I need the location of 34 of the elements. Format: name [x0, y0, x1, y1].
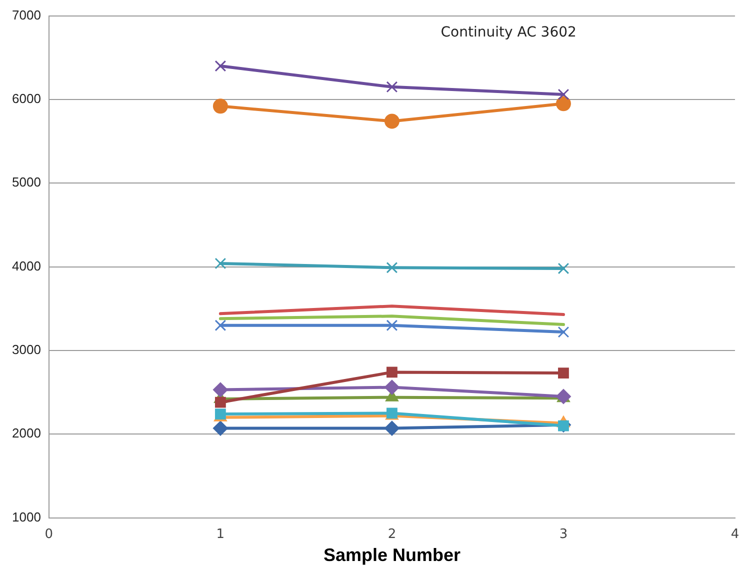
point [558, 368, 569, 379]
point [558, 88, 570, 100]
y-tick-label: 7000 [12, 7, 41, 22]
point [386, 366, 398, 378]
point [384, 420, 400, 436]
x-tick-label: 1 [216, 526, 225, 542]
point [214, 320, 226, 332]
point [212, 98, 228, 114]
point [214, 396, 226, 408]
x-axis-title: Sample Number [323, 545, 460, 566]
point [212, 382, 228, 398]
y-tick-label: 4000 [12, 258, 41, 274]
y-tick-label: 1000 [12, 509, 41, 524]
annotation: Continuity AC 3602 [440, 24, 576, 40]
x-tick-label: 2 [388, 526, 396, 542]
point [558, 262, 570, 274]
y-tick-label: 3000 [12, 342, 41, 358]
y-tick-label: 6000 [12, 91, 41, 106]
point [384, 114, 400, 129]
point [384, 380, 400, 395]
point [386, 262, 398, 274]
x-tick-label: 4 [730, 526, 740, 542]
y-tick-label: 2000 [12, 426, 41, 441]
point [214, 60, 226, 72]
x-tick-label: 0 [44, 526, 54, 542]
point [386, 320, 398, 332]
point [556, 96, 571, 112]
point [558, 326, 570, 338]
y-tick-label: 5000 [12, 174, 41, 190]
point [386, 81, 398, 93]
point [214, 258, 226, 270]
x-tick-label: 3 [559, 526, 568, 542]
point [558, 420, 569, 432]
point [212, 420, 228, 436]
